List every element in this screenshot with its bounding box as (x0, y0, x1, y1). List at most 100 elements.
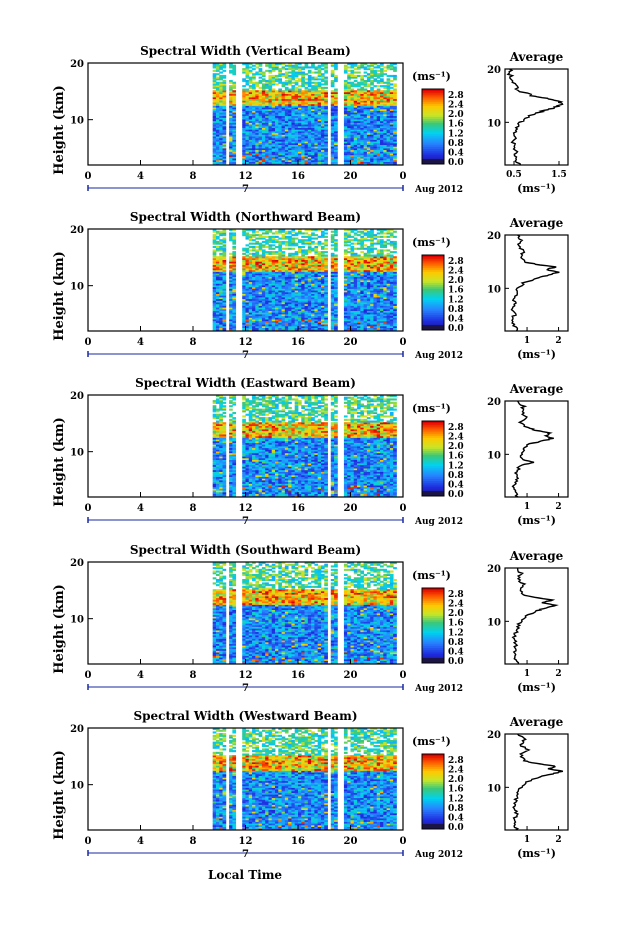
heatmap-cell (265, 239, 269, 242)
heatmap-cell (232, 141, 237, 144)
heatmap-cell (212, 114, 217, 117)
heatmap-cell (284, 235, 289, 238)
heatmap-cell (291, 124, 296, 127)
date-label: Aug 2012 (414, 185, 463, 195)
heatmap-cell (261, 90, 266, 93)
heatmap-cell (373, 66, 378, 69)
heatmap-cell (281, 151, 286, 154)
heatmap-cell (275, 120, 279, 123)
heatmap-cell (248, 71, 253, 74)
heatmap-cell (245, 156, 250, 159)
heatmap-cell (275, 159, 279, 162)
heatmap-cell (248, 112, 253, 115)
heatmap-cell (222, 66, 227, 69)
heatmap-cell (275, 154, 279, 157)
heatmap-cell (222, 112, 227, 115)
heatmap-cell (271, 74, 276, 77)
heatmap-cell (278, 112, 282, 115)
heatmap-cell (347, 239, 351, 242)
heatmap-cell (248, 256, 253, 259)
heatmap-cell (258, 90, 263, 93)
heatmap-cell (258, 73, 263, 76)
heatmap-cell (281, 161, 286, 164)
heatmap-cell (271, 97, 276, 100)
heatmap-cell (248, 80, 253, 83)
heatmap-cell (212, 136, 217, 139)
heatmap-cell (258, 93, 263, 96)
heatmap-cell (245, 97, 250, 100)
heatmap-cell (284, 76, 289, 79)
heatmap-cell (219, 137, 223, 140)
heatmap-cell (281, 68, 286, 71)
heatmap-cell (275, 161, 279, 164)
heatmap-cell (232, 131, 237, 134)
heatmap-cell (268, 117, 273, 120)
heatmap-cell (284, 136, 289, 139)
heatmap-cell (212, 129, 217, 132)
heatmap-cell (275, 246, 279, 249)
heatmap-cell (219, 98, 223, 101)
heatmap-cell (212, 73, 217, 76)
heatmap-cell (232, 161, 237, 164)
heatmap-cell (271, 247, 276, 250)
heatmap-cell (212, 134, 217, 137)
heatmap-cell (229, 159, 233, 162)
heatmap-cell (261, 129, 266, 132)
heatmap-cell (215, 153, 220, 156)
heatmap-cell (271, 153, 276, 156)
heatmap-cell (275, 100, 279, 103)
heatmap-cell (261, 151, 266, 154)
heatmap-cell (281, 163, 286, 166)
heatmap-cell (281, 144, 286, 147)
heatmap-cell (215, 115, 220, 118)
heatmap-cell (215, 110, 220, 113)
heatmap-cell (229, 144, 233, 147)
heatmap-cell (278, 71, 282, 74)
heatmap-cell (252, 100, 256, 103)
heatmap-cell (275, 114, 279, 117)
heatmap-cell (288, 64, 292, 67)
heatmap-cell (288, 154, 292, 157)
heatmap-cell (222, 98, 227, 101)
heatmap-cell (255, 124, 260, 127)
heatmap-cell (271, 139, 276, 142)
heatmap-cell (229, 125, 233, 128)
heatmap-cell (215, 137, 220, 140)
heatmap-cell (393, 74, 397, 77)
heatmap-cell (248, 76, 253, 79)
heatmap-cell (215, 142, 220, 145)
heatmap-cell (222, 132, 227, 135)
heatmap-cell (281, 98, 286, 101)
heatmap-cell (317, 81, 322, 84)
heatmap-cell (271, 68, 276, 71)
heatmap-cell (261, 148, 266, 151)
heatmap-cell (275, 107, 279, 110)
heatmap-cell (245, 141, 250, 144)
heatmap-cell (278, 139, 282, 142)
heatmap-cell (265, 163, 269, 166)
heatmap-cell (284, 95, 289, 98)
heatmap-cell (376, 85, 381, 88)
heatmap-cell (291, 102, 296, 105)
heatmap-cell (219, 230, 223, 233)
heatmap-cell (271, 80, 276, 83)
heatmap-cell (222, 103, 227, 106)
heatmap-cell (288, 120, 292, 123)
heatmap-cell (215, 105, 220, 108)
heatmap-cell (258, 102, 263, 105)
colorbar-tick-label: 2.4 (448, 101, 464, 111)
heatmap-cell (278, 131, 282, 134)
heatmap-cell (252, 91, 256, 94)
heatmap-cell (242, 103, 246, 106)
heatmap-cell (268, 119, 273, 122)
heatmap-cell (265, 100, 269, 103)
profile-title: Average (509, 50, 564, 64)
heatmap-cell (258, 139, 263, 142)
heatmap-cell (275, 103, 279, 106)
heatmap-cell (255, 108, 260, 111)
heatmap-cell (278, 124, 282, 127)
heatmap-cell (288, 151, 292, 154)
heatmap-cell (271, 93, 276, 96)
heatmap-cell (261, 88, 266, 91)
heatmap-cell (222, 120, 227, 123)
